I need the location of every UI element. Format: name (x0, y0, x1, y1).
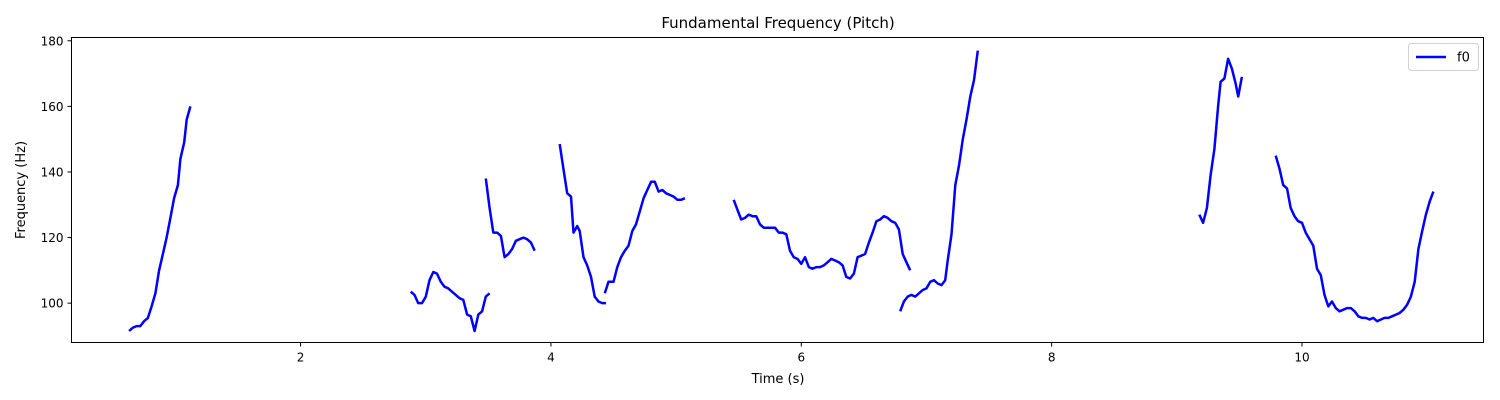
plot-area (71, 37, 1484, 343)
y-tick-label: 140 (41, 165, 64, 179)
f0-line-segment-4 (603, 180, 686, 294)
x-tick-label: 2 (297, 351, 305, 365)
y-axis-label: Frequency (Hz) (14, 141, 29, 239)
f0-line-segment-3 (558, 143, 606, 305)
f0-line-segment-5 (732, 199, 912, 280)
series-layer (128, 50, 1435, 333)
legend-label-f0: f0 (1457, 51, 1470, 66)
x-tick-label: 10 (1294, 351, 1309, 365)
x-tick-label: 8 (1048, 351, 1056, 365)
y-tick-label: 120 (41, 231, 64, 245)
x-tick-label: 4 (547, 351, 555, 365)
f0-line-segment-1 (409, 270, 491, 333)
legend: f0 (1408, 43, 1479, 71)
f0-line-segment-2 (484, 178, 536, 259)
f0-line-segment-8 (1274, 155, 1435, 323)
f0-line-segment-0 (128, 106, 192, 332)
x-tick-label: 6 (797, 351, 805, 365)
x-axis-label: Time (s) (751, 372, 805, 387)
y-tick-label: 160 (41, 100, 64, 114)
f0-line-segment-7 (1198, 57, 1244, 225)
f0-line-segment-6 (899, 50, 980, 312)
y-axis-ticks: 100 120 140 160 180 (41, 34, 72, 311)
y-tick-label: 100 (41, 297, 64, 311)
chart-title: Fundamental Frequency (Pitch) (661, 14, 894, 32)
y-tick-label: 180 (41, 34, 64, 48)
plot-frame (71, 37, 1484, 343)
x-axis-ticks: 2 4 6 8 10 (297, 342, 1310, 365)
